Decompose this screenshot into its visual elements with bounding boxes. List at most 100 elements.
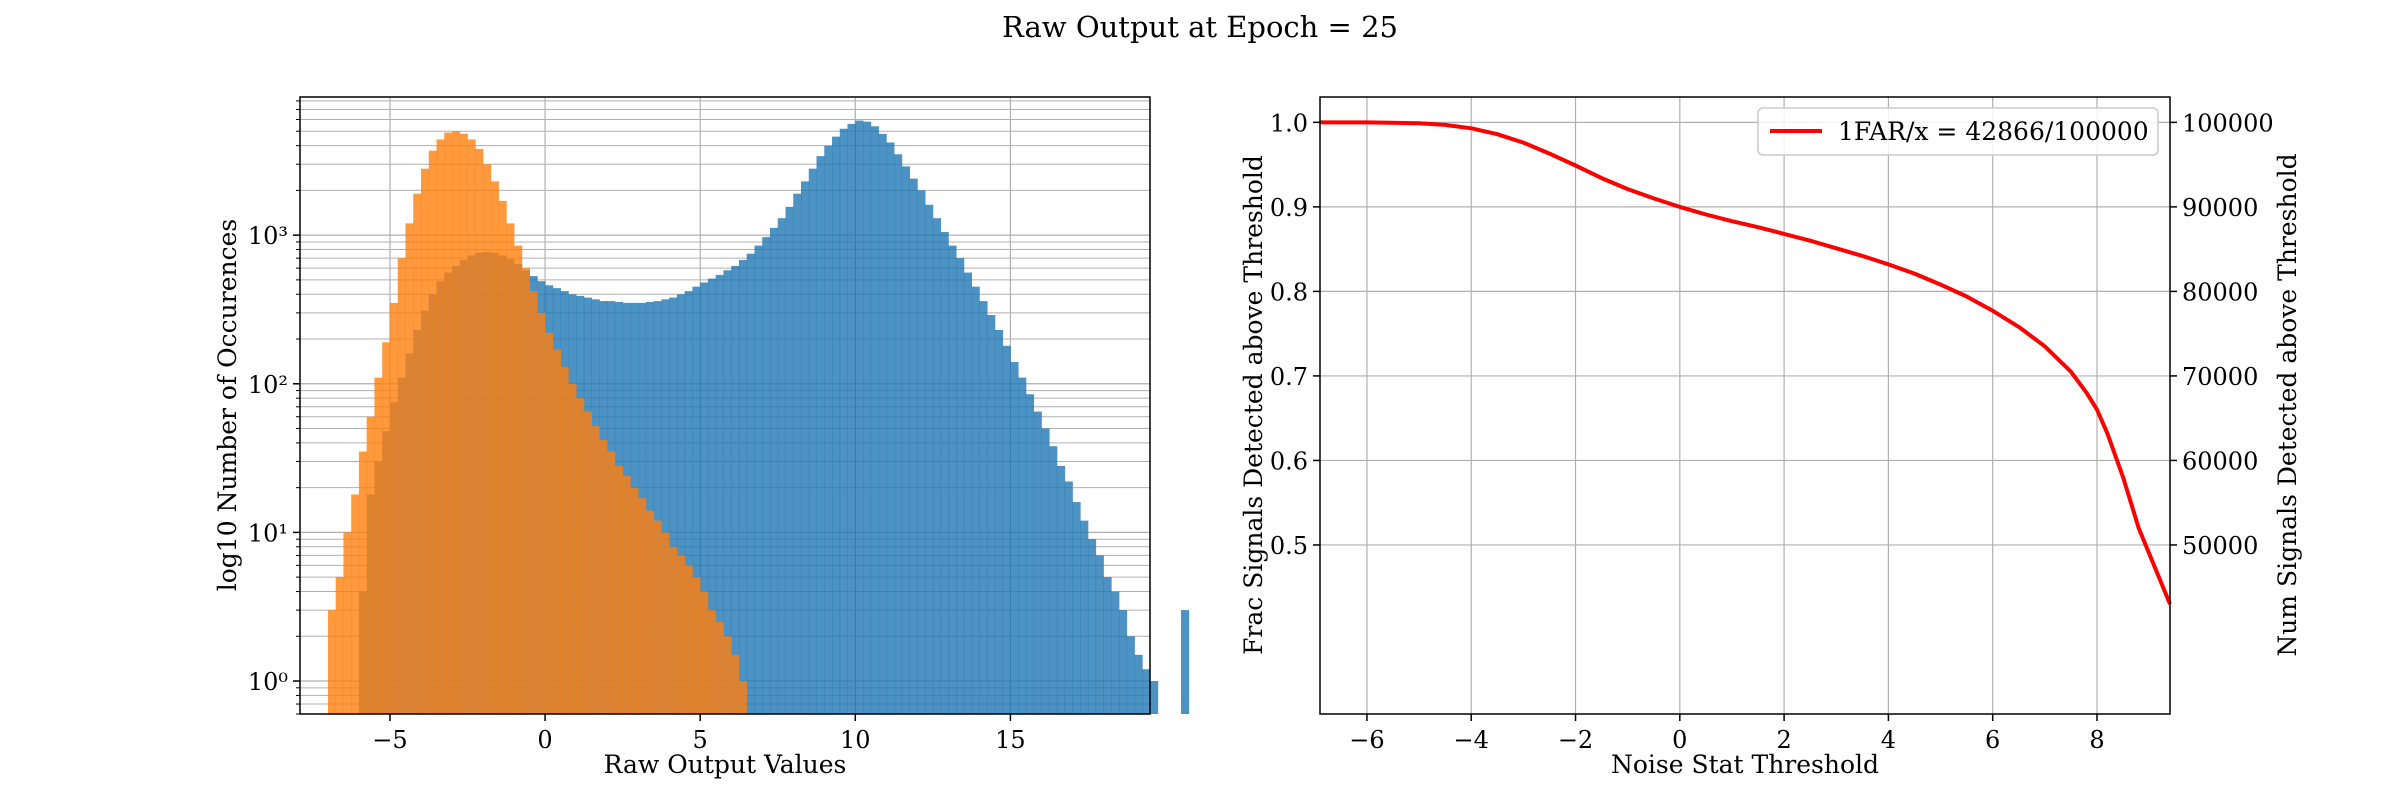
y-tick-label: 0.8 (1270, 278, 1308, 306)
histogram-bar (785, 206, 794, 714)
x-tick-label: 8 (2089, 726, 2104, 754)
histogram-bar (731, 654, 740, 714)
y-tick-label: 10⁰ (248, 668, 288, 696)
detection-curve-plot-frame (1319, 96, 2171, 715)
detection-curve-grid (1320, 97, 2170, 714)
histogram-bar (653, 520, 662, 714)
x-tick-label: −6 (1349, 726, 1384, 754)
histogram-bar (459, 133, 468, 714)
histogram-bar (467, 139, 476, 715)
histogram-bar (1111, 591, 1120, 714)
y-right-tick-label: 90000 (2182, 194, 2258, 222)
legend: 1FAR/x = 42866/100000 (1757, 107, 2159, 156)
histogram-bar (343, 532, 352, 714)
y-right-tick-label: 80000 (2182, 278, 2258, 306)
histogram-bar (358, 451, 368, 714)
histogram-bar (707, 610, 717, 714)
y-tick-label: 1.0 (1270, 109, 1308, 137)
histogram-bar (956, 258, 965, 714)
histogram-bar (521, 268, 530, 714)
detection-curve-series-line (1320, 120, 2172, 605)
histogram-bar (483, 164, 492, 715)
histogram-bar (1095, 555, 1104, 714)
histogram-bar (514, 245, 523, 714)
histogram-bar (793, 193, 802, 714)
histogram-bar (707, 278, 717, 714)
histogram-bar (832, 136, 841, 714)
histogram-bar (925, 204, 934, 715)
histogram-bar (591, 425, 600, 714)
histogram-bar (684, 291, 693, 714)
histogram-bar (894, 154, 903, 715)
histogram-bar (560, 366, 569, 714)
x-tick-label: −5 (372, 726, 407, 754)
histogram-bar (653, 301, 662, 714)
x-tick-label: −4 (1454, 726, 1489, 754)
x-tick-label: 4 (1881, 726, 1896, 754)
histogram-bar (700, 282, 709, 714)
histogram-bar (382, 342, 391, 714)
histogram-bar (769, 227, 779, 714)
histogram-bar (1010, 362, 1019, 714)
histogram-bar (723, 270, 732, 714)
histogram-bar (963, 272, 973, 714)
histogram-bar (870, 126, 879, 715)
histogram-bar (715, 274, 724, 714)
histogram-bar (1103, 577, 1112, 714)
histogram-bar (917, 190, 926, 715)
y-tick-label: 0.9 (1270, 194, 1308, 222)
histogram-bar (622, 475, 631, 714)
histogram-bar (1056, 465, 1066, 714)
y-right-tick-label: 50000 (2182, 532, 2258, 560)
histogram-bar (405, 223, 414, 714)
histogram-bar (669, 297, 678, 714)
detection-curve-y-ticks-left: 0.5 0.6 0.7 0.8 0.9 1.0 (1270, 109, 1320, 560)
histogram-bar (987, 315, 996, 714)
histogram-bar (638, 498, 647, 714)
figure-title: Raw Output at Epoch = 25 (1002, 10, 1398, 44)
histogram-bar (490, 181, 499, 714)
histogram-bar (979, 301, 988, 714)
histogram-bar (738, 681, 748, 714)
histogram-bar (630, 487, 639, 714)
histogram-bar (1126, 636, 1135, 714)
histogram-bar (583, 411, 593, 714)
histogram-bar (692, 286, 701, 714)
histogram-bar (661, 299, 670, 714)
histogram-bar (801, 181, 810, 714)
histogram-bar (1150, 681, 1159, 714)
x-tick-label: 15 (995, 726, 1026, 754)
histogram-bar (1033, 411, 1042, 714)
histogram-bar (1087, 539, 1097, 714)
histogram-bar (723, 636, 732, 714)
histogram-bar (374, 377, 383, 714)
y-right-tick-label: 70000 (2182, 363, 2258, 391)
x-tick-label: 10 (840, 726, 871, 754)
y-tick-label: 0.7 (1270, 363, 1308, 391)
histogram-bar (669, 546, 678, 714)
detection-curve-y-axis-label-left: Frac Signals Detected above Threshold (1239, 155, 1268, 655)
histogram-bar (816, 156, 825, 715)
histogram-bar (552, 349, 561, 714)
histogram-series-orange (327, 131, 748, 715)
histogram-bar (576, 398, 585, 714)
histogram-bar (475, 148, 484, 714)
x-tick-label: 6 (1985, 726, 2000, 754)
histogram-bar (545, 332, 554, 714)
histogram-bar (1181, 610, 1190, 714)
histogram-bar (940, 231, 949, 714)
histogram-bar (700, 591, 709, 714)
y-right-tick-label: 100000 (2182, 109, 2274, 137)
histogram-bar (413, 193, 422, 714)
detection-curve-x-ticks: −6 −4 −2 0 2 4 6 8 (1349, 714, 2105, 754)
histogram-bar (645, 301, 655, 714)
histogram-bar (436, 139, 445, 715)
histogram-bar (1041, 428, 1050, 714)
histogram-bar (777, 218, 786, 715)
detection-curve-panel: −6 −4 −2 0 2 4 6 8 0.5 0.6 0.7 0.8 0.9 1.0 50000 6000… (1239, 96, 2302, 779)
histogram-bar (762, 237, 771, 715)
histogram-bar (599, 439, 608, 714)
y-right-tick-label: 60000 (2182, 447, 2258, 475)
histogram-bar (994, 330, 1004, 714)
